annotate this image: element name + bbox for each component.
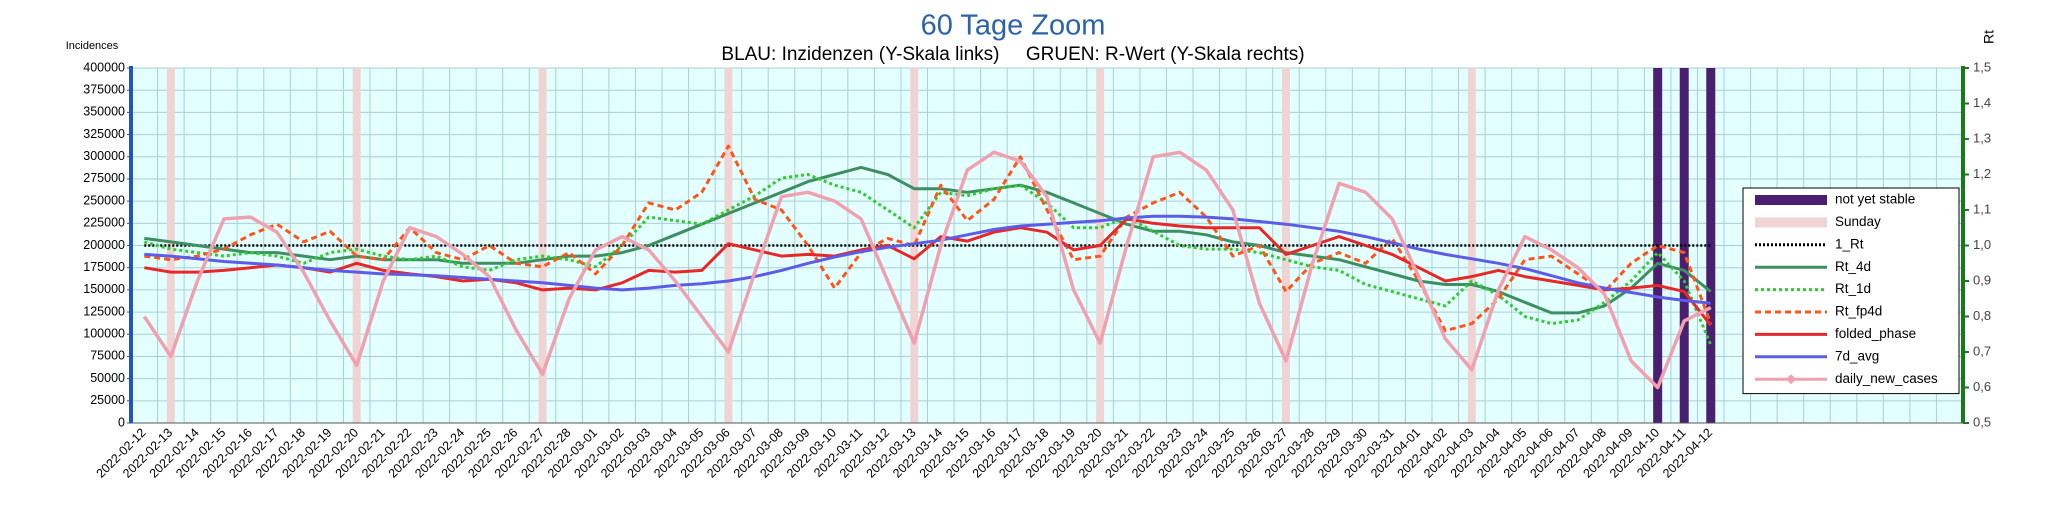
series-line [142,150,1712,390]
y-tick-label: 200000 [83,238,125,252]
band [538,68,547,423]
y2-tick-label: 1,3 [1973,130,1991,145]
y-tick-label: 250000 [83,193,125,207]
y-tick-label: 300000 [83,149,125,163]
band [1467,68,1476,423]
legend-label: Rt_4d [1835,259,1871,274]
y-axis-label: Incidences [66,40,119,52]
y-tick-label: 175000 [83,260,125,274]
legend-label: daily_new_cases [1835,371,1938,386]
y2-tick-label: 1,0 [1973,237,1991,252]
chart-subtitle: BLAU: Inzidenzen (Y-Skala links) GRUEN: … [721,44,1304,65]
legend-label: Rt_fp4d [1835,304,1882,319]
y2-tick-label: 0,7 [1973,343,1991,358]
y2-tick-label: 1,5 [1973,59,1991,74]
series-line [144,214,1711,305]
band [1706,68,1716,423]
y-tick-label: 125000 [83,304,125,318]
y-tick-label: 275000 [83,171,125,185]
series-line [144,144,1713,333]
legend-label: 7d_avg [1835,348,1879,363]
y-tick-label: 325000 [83,127,125,141]
legend-label: Sunday [1835,214,1881,229]
chart-title: 60 Tage Zoom [921,10,1106,42]
y-tick-label: 100000 [83,327,125,341]
legend-swatch [1755,195,1827,205]
y-tick-label: 350000 [83,105,125,119]
band [166,68,175,423]
y2-tick-label: 1,1 [1973,201,1991,216]
legend-marker [1786,374,1796,385]
series-line [143,173,1713,346]
y2-tick-label: 0,9 [1973,272,1991,287]
y2-tick-label: 1,4 [1973,95,1991,110]
y-tick-label: 25000 [90,393,125,407]
y2-tick-label: 1,2 [1973,166,1991,181]
legend-label: folded_phase [1835,326,1916,341]
y-tick-label: 225000 [83,216,125,230]
legend-label: 1_Rt [1835,236,1864,251]
y2-tick-label: 0,5 [1973,414,1991,429]
legend: not yet stable Sunday 1_Rt Rt_4d Rt_1d Rt_fp4… [1742,187,1960,395]
legend-label: Rt_1d [1835,281,1871,296]
band [1679,68,1689,423]
y2-tick-label: 0,6 [1973,379,1991,394]
y-tick-label: 75000 [90,349,125,363]
y-tick-label: 50000 [90,371,125,385]
y-tick-label: 375000 [83,82,125,96]
y2-axis-label: Rt [1981,30,1997,44]
y-tick-label: 0 [118,415,125,429]
y-tick-label: 150000 [83,282,125,296]
legend-label: not yet stable [1835,192,1915,207]
legend-swatch [1755,217,1827,228]
series-line [144,165,1712,315]
y2-tick-label: 0,8 [1973,308,1991,323]
y-tick-label: 400000 [83,60,125,74]
